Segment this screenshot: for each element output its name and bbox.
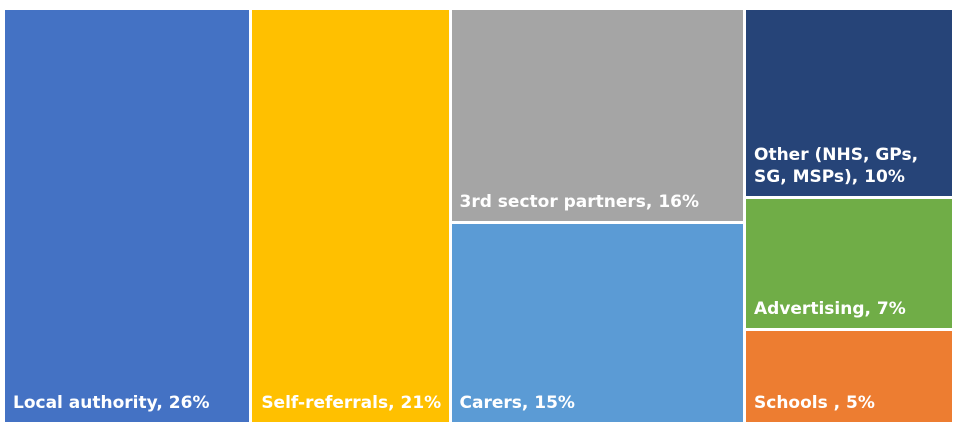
treemap-cell: Carers, 15% xyxy=(451,224,743,422)
value-label: 16% xyxy=(658,192,700,213)
category-label: Self-referrals, xyxy=(261,393,395,413)
cell-label: Self-referrals, 21% xyxy=(260,392,443,414)
cell-label: 3rd sector partners, 16% xyxy=(460,191,738,213)
cell-label: Advertising, 7% xyxy=(754,298,946,320)
category-label: 3rd sector partners, xyxy=(459,192,653,213)
value-label: 15% xyxy=(534,392,575,413)
cell-label: Schools , 5% xyxy=(754,392,946,414)
cell-label: Carers, 15% xyxy=(460,392,738,414)
value-label: 7% xyxy=(876,298,906,319)
category-label: Schools , xyxy=(754,392,841,413)
value-label: 21% xyxy=(400,393,442,413)
treemap-cell: Schools , 5% xyxy=(746,330,952,422)
treemap-cell: 3rd sector partners, 16% xyxy=(451,10,743,222)
treemap-cell: Local authority, 26% xyxy=(5,10,249,422)
value-label: 10% xyxy=(864,166,905,187)
value-label: 5% xyxy=(846,392,875,413)
cell-label: Other (NHS, GPs, SG, MSPs), 10% xyxy=(754,144,946,188)
cell-label: Local authority, 26% xyxy=(13,392,243,414)
treemap-cell: Other (NHS, GPs, SG, MSPs), 10% xyxy=(746,10,952,196)
category-label: Advertising, xyxy=(754,298,871,319)
treemap-cell: Advertising, 7% xyxy=(746,198,952,328)
category-label: Local authority, xyxy=(13,393,163,413)
category-label: Other (NHS, GPs, SG, MSPs), xyxy=(754,144,919,187)
value-label: 26% xyxy=(168,393,210,413)
treemap-cell: Self-referrals, 21% xyxy=(252,10,449,422)
category-label: Carers, xyxy=(459,392,529,413)
